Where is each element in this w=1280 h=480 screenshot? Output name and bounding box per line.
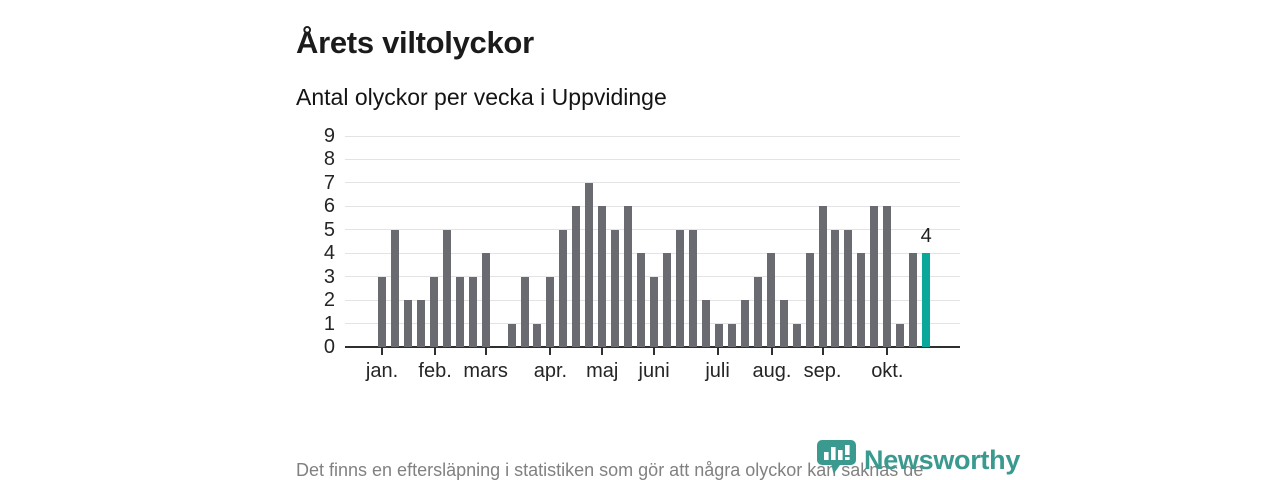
x-tick-label-okt: okt. (871, 360, 904, 382)
y-tick-label: 8 (323, 148, 335, 171)
bar-week-23 (663, 253, 672, 347)
bar-week-14 (546, 276, 555, 347)
gridline (345, 158, 960, 160)
x-axis-tick (601, 348, 604, 355)
bar-week-34 (805, 253, 814, 347)
bar-week-39 (870, 206, 879, 347)
x-tick-label-mars: mars (463, 360, 508, 382)
bar-week-29 (740, 300, 749, 347)
bar-week-15 (559, 229, 568, 347)
gridline (345, 205, 960, 207)
bar-week-36 (831, 229, 840, 347)
bar-week-7 (455, 276, 464, 347)
bar-week-41 (896, 323, 905, 347)
x-axis-tick (484, 348, 487, 355)
y-tick-label: 0 (323, 336, 335, 358)
footer-disclaimer: Det finns en eftersläpning i statistiken… (296, 459, 1016, 480)
bar-week-5 (429, 276, 438, 347)
newsworthy-wordmark: Newsworthy (864, 444, 1021, 475)
y-tick-label: 1 (323, 312, 335, 335)
bar-week-32 (779, 300, 788, 347)
bar-week-28 (727, 323, 736, 347)
x-axis-tick (653, 348, 656, 355)
y-tick-label: 6 (323, 195, 335, 218)
bar-week-38 (857, 253, 866, 347)
bar-week-19 (611, 229, 620, 347)
bar-week-16 (572, 206, 581, 347)
bar-week-4 (416, 300, 425, 347)
x-tick-label-juli: juli (705, 360, 730, 382)
bar-week-24 (676, 229, 684, 347)
bar-week-9 (481, 253, 490, 347)
bar-week-21 (637, 253, 646, 347)
gridline (345, 252, 960, 254)
gridline (345, 182, 960, 184)
y-tick-label: 3 (323, 265, 335, 288)
bar-week-6 (442, 229, 451, 347)
bar-week-11 (507, 323, 516, 347)
bar-week-35 (818, 206, 827, 347)
bar-week-22 (650, 276, 659, 347)
x-axis-tick (716, 348, 719, 355)
newsworthy-speech-bubble-barchart-icon (816, 439, 857, 480)
x-tick-label-jan: jan. (365, 360, 399, 382)
bar-week-12 (520, 276, 529, 347)
bar-week-26 (701, 300, 710, 347)
bar-week-18 (598, 206, 607, 347)
y-tick-label: 2 (323, 289, 335, 312)
y-tick-label: 7 (323, 171, 335, 194)
x-axis-tick (886, 348, 889, 355)
x-axis-tick (821, 348, 824, 355)
bar-week-1 (378, 276, 386, 347)
chart-subtitle: Antal olyckor per vecka i Uppvidinge (296, 84, 667, 110)
x-axis-tick (771, 348, 773, 355)
plot-area: 0 1 2 3 4 5 6 7 8 9 4 jan. feb. mars apr. maj juni juli au… (324, 125, 960, 382)
x-tick-label-apr: apr. (533, 360, 568, 382)
page-title: Årets viltolyckor (296, 24, 534, 60)
gridline (345, 135, 960, 137)
bar-week-31 (766, 253, 775, 347)
y-tick-label: 5 (323, 218, 335, 241)
bar-week-37 (844, 229, 853, 347)
x-axis-line (345, 346, 960, 348)
x-tick-label-juni: juni (638, 360, 670, 382)
bar-week-33 (792, 323, 801, 347)
bar-week-30 (753, 276, 762, 347)
bar-week-27 (714, 323, 723, 347)
x-axis-tick (549, 348, 552, 355)
bar-week-20 (624, 206, 633, 347)
bar-week-17 (585, 182, 594, 347)
bar-week-3 (403, 300, 412, 347)
bar-week-8 (468, 276, 477, 347)
footer-disclaimer-line1: Det finns en eftersläpning i statistiken… (296, 460, 924, 480)
y-tick-label: 9 (323, 125, 335, 147)
x-axis-tick (434, 348, 437, 355)
bar-week-42 (909, 253, 918, 347)
gridline (345, 229, 960, 231)
bar-week-13 (533, 323, 542, 347)
newsworthy-logo[interactable]: Newsworthy (816, 439, 1020, 480)
bar-week-2 (390, 229, 399, 347)
x-tick-label-aug: aug. (752, 360, 792, 382)
bar-week-40 (883, 206, 892, 347)
y-tick-label: 4 (323, 242, 335, 265)
bar-week-25 (688, 229, 697, 347)
x-tick-label-maj: maj (586, 360, 619, 382)
x-tick-label-sep: sep. (803, 360, 842, 382)
highlighted-bar-value-label: 4 (920, 225, 932, 248)
x-tick-label-feb: feb. (418, 360, 452, 382)
gridline (345, 276, 960, 278)
bar-week-43 (922, 253, 931, 347)
x-axis-tick (381, 348, 383, 355)
